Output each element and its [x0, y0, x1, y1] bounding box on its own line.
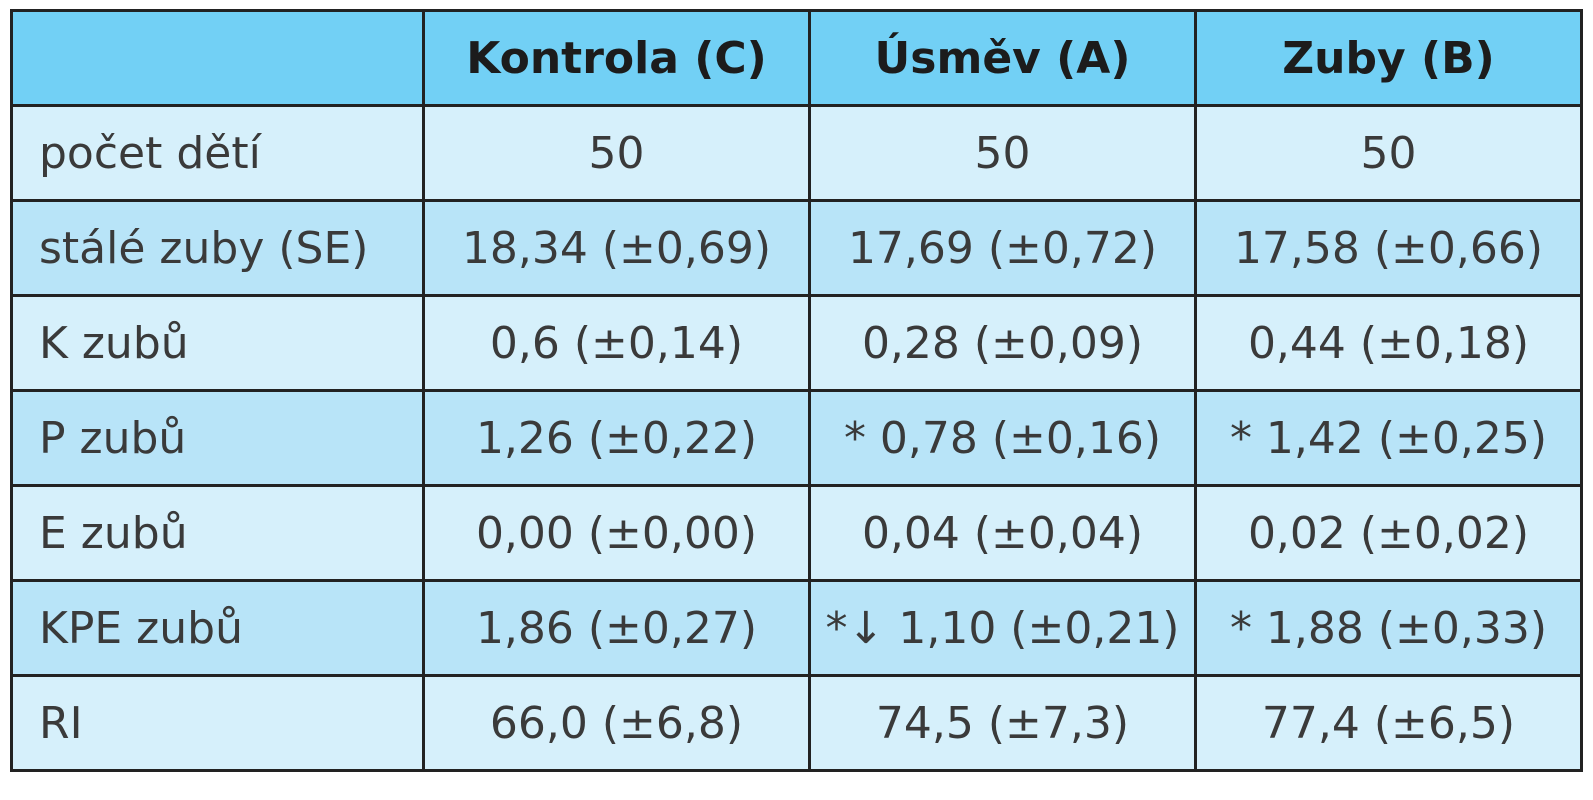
corner-cell: [10, 9, 425, 107]
table-cell: 0,44 (±0,18): [1194, 294, 1583, 392]
table-row: E zubů 0,00 (±0,00) 0,04 (±0,04) 0,02 (±0,0…: [10, 484, 1583, 582]
table-cell: * 1,88 (±0,33): [1194, 579, 1583, 677]
column-header: Zuby (B): [1194, 9, 1583, 107]
table-cell: 0,00 (±0,00): [422, 484, 811, 582]
row-label: K zubů: [10, 294, 425, 392]
table-cell: 50: [422, 104, 811, 202]
table-cell: 50: [808, 104, 1197, 202]
table-cell: * 0,78 (±0,16): [808, 389, 1197, 487]
table-cell: * 1,42 (±0,25): [1194, 389, 1583, 487]
row-label: počet dětí: [10, 104, 425, 202]
column-header: Kontrola (C): [422, 9, 811, 107]
table-row: RI 66,0 (±6,8) 74,5 (±7,3) 77,4 (±6,5): [10, 674, 1583, 772]
table-cell: 0,6 (±0,14): [422, 294, 811, 392]
table-row: KPE zubů 1,86 (±0,27) *↓ 1,10 (±0,21) * 1,8…: [10, 579, 1583, 677]
table-cell: 77,4 (±6,5): [1194, 674, 1583, 772]
table-cell: 1,26 (±0,22): [422, 389, 811, 487]
row-label: P zubů: [10, 389, 425, 487]
table-body: počet dětí 50 50 50 stálé zuby (SE) 18,34 (±0…: [10, 104, 1583, 772]
row-label: stálé zuby (SE): [10, 199, 425, 297]
table-cell: 17,69 (±0,72): [808, 199, 1197, 297]
table-row: počet dětí 50 50 50: [10, 104, 1583, 202]
table-cell: 0,28 (±0,09): [808, 294, 1197, 392]
table-row: K zubů 0,6 (±0,14) 0,28 (±0,09) 0,44 (±0,18…: [10, 294, 1583, 392]
table-cell: 0,04 (±0,04): [808, 484, 1197, 582]
table-cell: 66,0 (±6,8): [422, 674, 811, 772]
row-label: RI: [10, 674, 425, 772]
table-cell: 17,58 (±0,66): [1194, 199, 1583, 297]
column-header: Úsměv (A): [808, 9, 1197, 107]
table-cell: *↓ 1,10 (±0,21): [808, 579, 1197, 677]
row-label: KPE zubů: [10, 579, 425, 677]
table-cell: 74,5 (±7,3): [808, 674, 1197, 772]
table-cell: 18,34 (±0,69): [422, 199, 811, 297]
data-table: Kontrola (C) Úsměv (A) Zuby (B) počet dě…: [10, 9, 1583, 772]
table-cell: 0,02 (±0,02): [1194, 484, 1583, 582]
table-row: stálé zuby (SE) 18,34 (±0,69) 17,69 (±0,72…: [10, 199, 1583, 297]
row-label: E zubů: [10, 484, 425, 582]
table-row: P zubů 1,26 (±0,22) * 0,78 (±0,16) * 1,42 (…: [10, 389, 1583, 487]
table-cell: 50: [1194, 104, 1583, 202]
table-cell: 1,86 (±0,27): [422, 579, 811, 677]
header-row: Kontrola (C) Úsměv (A) Zuby (B): [10, 9, 1583, 107]
